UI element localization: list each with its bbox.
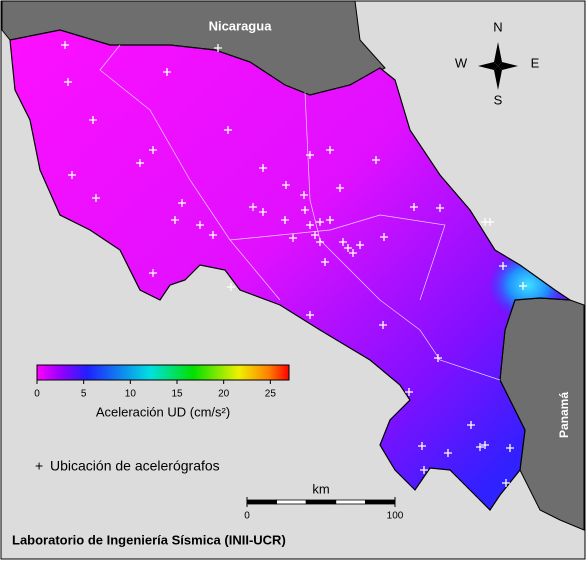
station-marker [249,203,257,211]
station-marker [486,218,494,226]
station-marker [326,216,334,224]
station-marker [214,44,222,52]
station-marker [481,441,489,449]
station-marker [306,151,314,159]
station-marker [519,282,527,290]
scale-segment [246,499,278,505]
station-marker [356,241,364,249]
station-marker [476,443,484,451]
station-marker [436,204,444,212]
station-marker [224,126,232,134]
station-marker [282,181,290,189]
compass-w: W [455,55,468,70]
colorbar-tick-label: 15 [171,389,183,400]
footer: Laboratorio de Ingeniería Sísmica (INII-… [12,532,286,547]
compass-n: N [493,19,502,34]
station-marker [336,184,344,192]
station-marker [300,191,308,199]
station-marker [499,262,507,270]
station-marker [136,159,144,167]
station-marker [259,208,267,216]
colorbar-tick-label: 10 [125,389,137,400]
station-marker [434,354,442,362]
station-marker [506,444,514,452]
legend-label: Ubicación de acelerógrafos [50,458,220,474]
station-marker [196,221,204,229]
station-marker [349,249,357,257]
station-marker [171,216,179,224]
station-marker [306,311,314,319]
station-marker [321,258,329,266]
province-border [99,44,281,301]
station-marker [163,68,171,76]
colorbar-tick-label: 0 [34,389,40,400]
station-marker [405,388,413,396]
legend-symbol: + [35,458,43,474]
station-marker [149,269,157,277]
scale-label: km [312,481,329,496]
scale-segment [305,499,337,505]
province-border [229,214,446,301]
station-marker [372,156,380,164]
station-marker [344,244,352,252]
station-marker [311,231,319,239]
scale-bar: 0 100 [244,497,404,522]
colorbar-label: Aceleración UD (cm/s²) [96,404,230,419]
colorbar-ticks: 0 5 10 15 20 25 [34,380,276,400]
station-marker [89,116,97,124]
station-marker [326,146,334,154]
scale-tick-label: 0 [244,511,250,522]
stations [61,41,527,487]
station-marker [410,203,418,211]
colorbar-tick-label: 20 [218,389,230,400]
station-marker [339,238,347,246]
station-marker [306,221,314,229]
station-marker [444,449,452,457]
colorbar-tick-label: 5 [81,389,87,400]
station-marker [301,206,309,214]
station-marker [61,41,69,49]
station-marker [209,231,217,239]
compass: N S W E [455,19,540,107]
station-marker [281,216,289,224]
province-border [304,91,501,381]
station-marker [420,466,428,474]
station-marker [467,421,475,429]
station-marker [149,146,157,154]
scale-segment [364,499,396,505]
station-marker [316,238,324,246]
station-marker [227,283,235,291]
station-marker [418,442,426,450]
colorbar [36,364,290,381]
station-marker [379,321,387,329]
colorbar-tick-label: 25 [265,389,277,400]
compass-s: S [494,92,503,107]
country-label: Panamá [557,392,571,438]
scale-segment [335,499,366,505]
compass-e: E [531,55,540,70]
station-marker [178,199,186,207]
scale-segment [276,499,307,505]
station-marker [68,171,76,179]
station-marker [316,218,324,226]
station-marker [92,194,100,202]
station-marker [502,479,510,487]
station-marker [259,164,267,172]
station-marker [64,78,72,86]
scale-tick-label: 100 [387,511,404,522]
station-marker [289,234,297,242]
country-label: Nicaragua [209,18,273,33]
station-marker [380,233,388,241]
